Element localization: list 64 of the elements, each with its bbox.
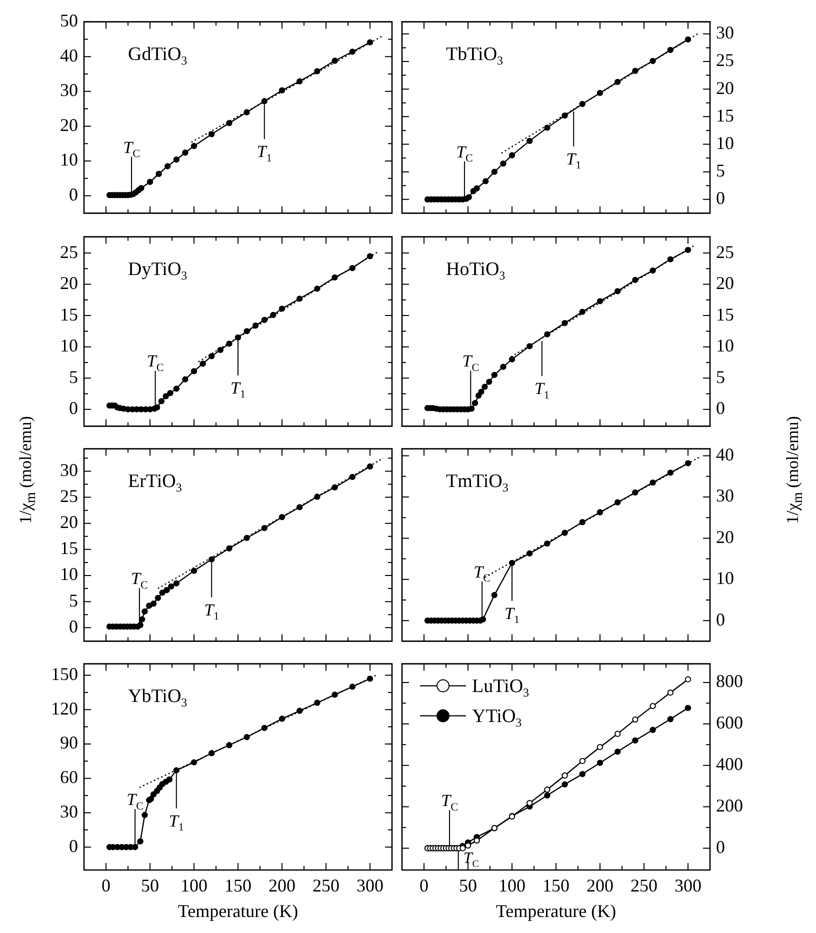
y-tick-label: 15	[716, 304, 734, 324]
y-tick-label: 5	[716, 366, 725, 387]
y-tick-label: 5	[69, 366, 78, 387]
y-tick-label: 150	[51, 664, 78, 684]
y-tick-label: 30	[60, 80, 78, 100]
y-tick-label: 30	[60, 460, 78, 480]
y-tick-label: 15	[716, 105, 734, 126]
y-tick-label: 800	[716, 671, 743, 692]
x-tick-label: 0	[420, 876, 428, 896]
y-tick-label: 5	[716, 160, 725, 181]
y-tick-label: 90	[60, 732, 78, 753]
x-tick-label: 300	[356, 876, 384, 896]
x-tick-label: 150	[542, 876, 570, 896]
y-tick-label: 15	[60, 538, 78, 558]
y-tick-label: 25	[60, 242, 78, 262]
y-tick-label: 0	[69, 184, 78, 205]
y-tick-label: 60	[60, 767, 78, 788]
y-tick-label: 30	[716, 486, 734, 506]
y-tick-label: 20	[60, 273, 78, 294]
y-tick-label: 25	[716, 242, 734, 262]
x-tick-label: 300	[674, 876, 702, 896]
y-tick-label: 10	[60, 150, 78, 170]
y-tick-label: 0	[69, 616, 78, 636]
y-tick-label: 20	[60, 512, 78, 532]
y-tick-label: 600	[716, 712, 743, 733]
y-tick-label: 5	[69, 590, 78, 610]
x-tick-label: 250	[312, 876, 340, 896]
x-tick-label: 200	[268, 876, 296, 896]
y-tick-label: 10	[716, 132, 734, 153]
y-tick-label: 0	[716, 398, 725, 418]
y-tick-label: 120	[51, 698, 78, 718]
y-tick-label: 25	[60, 486, 78, 506]
x-axis-title: Temperature (K)	[178, 900, 298, 921]
y-tick-label: 20	[60, 114, 78, 135]
x-tick-label: 50	[141, 876, 159, 896]
y-tick-label: 25	[716, 50, 734, 70]
y-tick-label: 10	[716, 336, 734, 356]
x-tick-label: 100	[180, 876, 208, 896]
x-tick-label: 250	[630, 876, 658, 896]
x-tick-label: 50	[459, 876, 477, 896]
x-axis-title: Temperature (K)	[496, 900, 616, 921]
x-tick-label: 200	[586, 876, 614, 896]
y-tick-label: 30	[60, 801, 78, 822]
y-tick-label: 0	[716, 188, 725, 208]
y-tick-label: 0	[69, 398, 78, 418]
y-tick-label: 40	[60, 45, 78, 66]
y-tick-label: 20	[716, 78, 734, 98]
y-tick-label: 200	[716, 796, 743, 816]
y-tick-label: 40	[716, 444, 734, 465]
y-tick-label: 15	[60, 304, 78, 324]
y-tick-label: 0	[716, 609, 725, 630]
y-tick-label: 50	[60, 10, 78, 31]
y-tick-label: 10	[60, 336, 78, 356]
y-tick-label: 400	[716, 754, 743, 774]
y-tick-label: 20	[716, 273, 734, 294]
y-tick-label: 0	[716, 836, 725, 857]
x-tick-label: 0	[102, 876, 110, 896]
y-tick-label: 10	[60, 564, 78, 584]
y-tick-label: 0	[69, 836, 78, 856]
y-tick-label: 30	[716, 22, 734, 43]
y-tick-label: 10	[716, 568, 734, 588]
x-tick-label: 150	[224, 876, 252, 896]
y-tick-label: 20	[716, 526, 734, 547]
x-tick-label: 100	[498, 876, 526, 896]
